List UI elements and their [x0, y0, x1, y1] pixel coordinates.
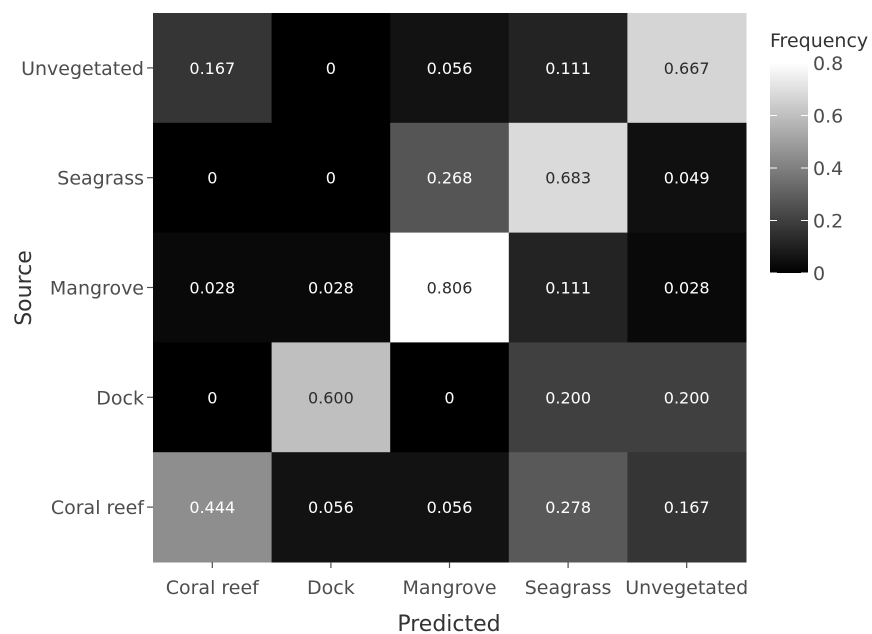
cell-value-label: 0.167: [664, 498, 710, 517]
heatmap-cell-coral-reef-dock: [271, 452, 391, 563]
cell-labels: 0.167 0 0.056 0.111 0.667 0 0 0.268 0.683 0.049 0.…: [189, 59, 709, 517]
cell-value-label: 0: [207, 388, 217, 407]
cell-value-label: 0: [444, 388, 454, 407]
cell-value-label: 0.111: [545, 59, 591, 78]
heatmap-cell-unvegetated-dock: [271, 13, 391, 124]
cell-value-label: 0.600: [308, 388, 354, 407]
y-tick-label: Mangrove: [50, 278, 144, 300]
cell-value-label: 0.278: [545, 498, 591, 517]
colorbar-ticks: 0 0.2 0.4 0.6 0.8: [770, 53, 843, 285]
x-axis-ticks: Coral reef Dock Mangrove Seagrass Unvegetate…: [166, 562, 748, 599]
colorbar-tick-label: 0: [813, 263, 825, 285]
cell-value-label: 0.200: [545, 388, 591, 407]
x-tick-label: Dock: [307, 577, 355, 599]
y-tick-label: Unvegetated: [21, 58, 144, 80]
heatmap-cell-unvegetated-seagrass: [508, 13, 628, 124]
heatmap-cell-seagrass-mangrove: [390, 122, 510, 234]
heatmap-cell-dock-dock: [271, 342, 391, 453]
cell-value-label: 0.028: [308, 279, 354, 298]
cell-value-label: 0.444: [189, 498, 235, 517]
cell-value-label: 0.200: [664, 388, 710, 407]
cell-value-label: 0: [326, 169, 336, 188]
cell-value-label: 0: [207, 169, 217, 188]
y-axis-ticks: Unvegetated Seagrass Mangrove Dock Coral ree…: [21, 58, 153, 519]
cell-value-label: 0.056: [427, 498, 473, 517]
heatmap-cell-mangrove-mangrove: [390, 232, 510, 343]
colorbar-tick-label: 0.6: [813, 106, 843, 128]
cell-value-label: 0.056: [308, 498, 354, 517]
heatmap-cell-mangrove-unvegetated: [627, 232, 747, 343]
y-axis-title: Source: [12, 250, 37, 326]
y-tick-label: Dock: [96, 387, 144, 409]
heatmap-cell-seagrass-dock: [271, 122, 391, 234]
colorbar-tick-label: 0.2: [813, 211, 843, 233]
heatmap-cell-seagrass-coral-reef: [153, 122, 273, 234]
cell-value-label: 0.049: [664, 169, 710, 188]
heatmap-cell-unvegetated-unvegetated: [627, 13, 747, 124]
cell-value-label: 0.056: [427, 59, 473, 78]
cell-value-label: 0.111: [545, 279, 591, 298]
colorbar-title: Frequency: [770, 30, 868, 52]
heatmap-cell-seagrass-seagrass: [508, 122, 628, 234]
heatmap-cell-unvegetated-mangrove: [390, 13, 510, 124]
heatmap-cell-coral-reef-unvegetated: [627, 452, 747, 563]
cell-value-label: 0: [326, 59, 336, 78]
cell-value-label: 0.028: [189, 279, 235, 298]
heatmap-cell-coral-reef-coral-reef: [153, 452, 273, 563]
heatmap-cell-mangrove-coral-reef: [153, 232, 273, 343]
y-tick-label: Seagrass: [57, 168, 144, 190]
heatmap-cell-mangrove-dock: [271, 232, 391, 343]
heatmap-cell-mangrove-seagrass: [508, 232, 628, 343]
cell-value-label: 0.167: [189, 59, 235, 78]
x-tick-label: Seagrass: [525, 577, 612, 599]
heatmap-cell-dock-seagrass: [508, 342, 628, 453]
colorbar-tick-label: 0.4: [813, 158, 843, 180]
heatmap-cell-seagrass-unvegetated: [627, 122, 747, 234]
x-tick-label: Mangrove: [402, 577, 496, 599]
cell-value-label: 0.806: [427, 279, 473, 298]
heatmap-cells: [153, 13, 747, 563]
x-tick-label: Unvegetated: [625, 577, 748, 599]
cell-value-label: 0.667: [664, 59, 710, 78]
x-axis-title: Predicted: [397, 612, 500, 634]
y-tick-label: Coral reef: [51, 497, 145, 519]
x-tick-label: Coral reef: [166, 577, 260, 599]
heatmap-cell-coral-reef-mangrove: [390, 452, 510, 563]
heatmap-cell-dock-coral-reef: [153, 342, 273, 453]
cell-value-label: 0.683: [545, 169, 591, 188]
heatmap-cell-dock-unvegetated: [627, 342, 747, 453]
heatmap-cell-coral-reef-seagrass: [508, 452, 628, 563]
heatmap-cell-dock-mangrove: [390, 342, 510, 453]
colorbar-tick-label: 0.8: [813, 53, 843, 75]
cell-value-label: 0.028: [664, 279, 710, 298]
heatmap-cell-unvegetated-coral-reef: [153, 13, 273, 124]
cell-value-label: 0.268: [427, 169, 473, 188]
